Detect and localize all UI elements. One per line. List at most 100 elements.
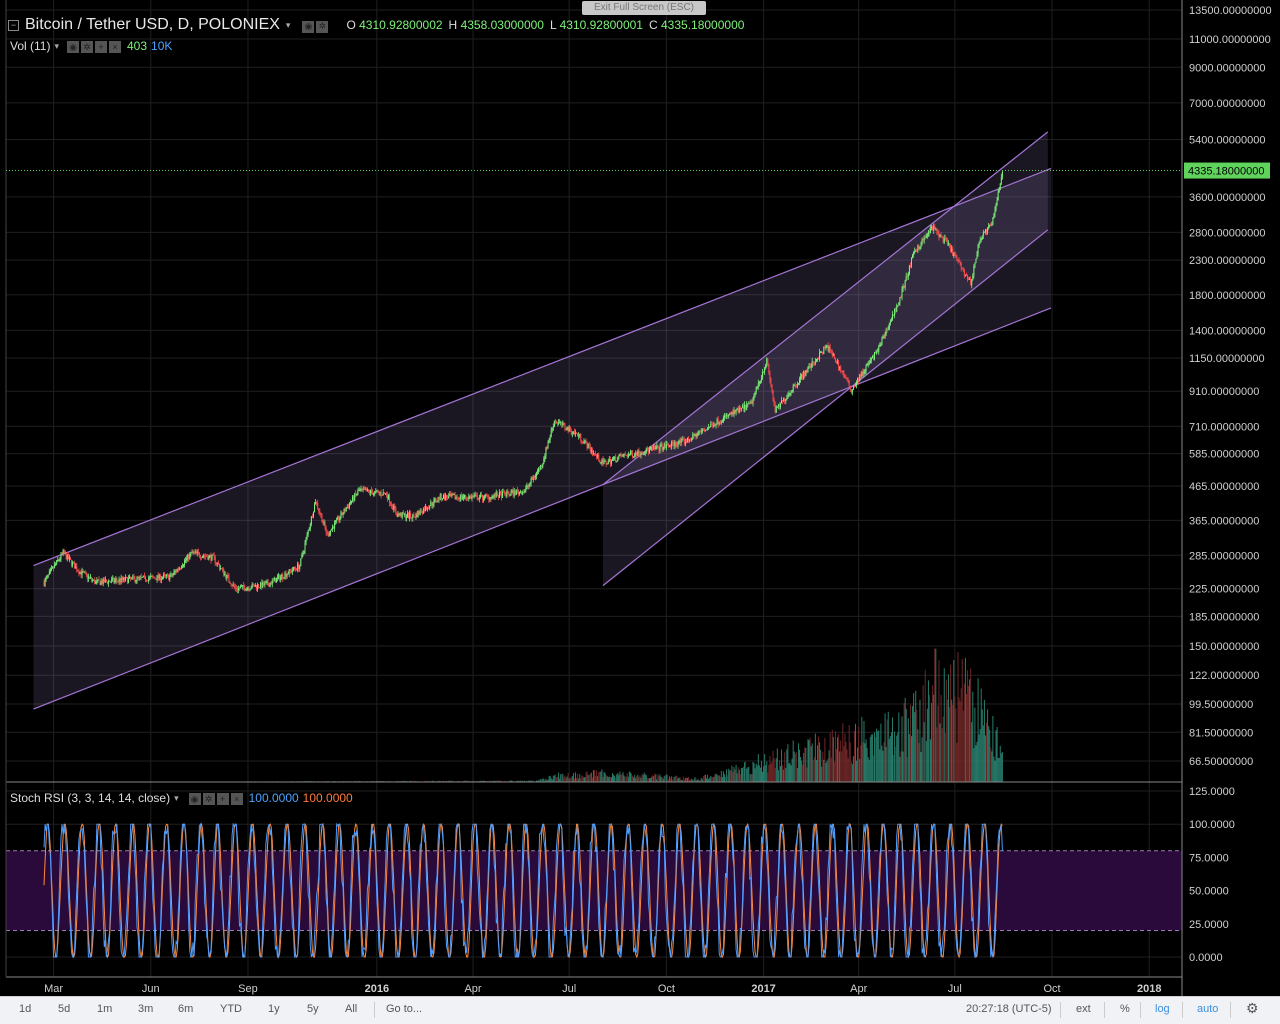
eye-icon[interactable]: ◉ <box>302 20 315 33</box>
range-5d-button[interactable]: 5d <box>58 1003 71 1015</box>
candle-body <box>383 492 385 494</box>
candle-body <box>983 231 985 233</box>
stoch-band-fill <box>6 850 1182 931</box>
candle-body <box>823 347 825 354</box>
plus-icon[interactable]: + <box>216 792 229 805</box>
candle-body <box>117 580 119 582</box>
bottom-toolbar: 1d 5d 1m 3m 6m YTD 1y 5y All Go to... 20… <box>0 996 1280 1024</box>
candle-body <box>599 461 601 463</box>
volume-bar <box>516 780 518 782</box>
candle-body <box>181 566 183 568</box>
candle-body <box>509 494 511 496</box>
candle-body <box>890 320 892 322</box>
close-icon[interactable]: × <box>109 40 121 53</box>
eye-icon[interactable]: ◉ <box>67 41 79 54</box>
volume-bar <box>633 777 635 782</box>
price-tick-label: 585.00000000 <box>1189 449 1259 461</box>
volume-bar <box>844 733 846 782</box>
range-6m-button[interactable]: 6m <box>178 1003 194 1015</box>
candle-body <box>197 551 199 553</box>
gear-icon[interactable]: ✲ <box>202 793 215 806</box>
candle-body <box>610 460 612 464</box>
range-5y-button[interactable]: 5y <box>307 1003 319 1015</box>
range-3m-button[interactable]: 3m <box>138 1003 154 1015</box>
candle-body <box>852 385 854 390</box>
volume-label[interactable]: Vol (11) <box>10 39 51 53</box>
chevron-down-icon[interactable]: ▾ <box>174 792 179 803</box>
gear-icon[interactable]: ✲ <box>316 20 329 33</box>
volume-bar <box>730 770 732 782</box>
eye-icon[interactable]: ◉ <box>188 793 201 806</box>
volume-bar <box>886 719 888 782</box>
candle-body <box>716 419 718 424</box>
range-1m-button[interactable]: 1m <box>97 1003 113 1015</box>
volume-bar <box>870 734 872 782</box>
candle-body <box>336 518 338 521</box>
candle-body <box>861 371 863 377</box>
candle-body <box>51 567 53 569</box>
range-ytd-button[interactable]: YTD <box>220 1003 242 1015</box>
auto-scale-toggle[interactable]: auto <box>1197 1003 1219 1015</box>
candle-body <box>497 496 499 498</box>
candle-body <box>176 569 178 572</box>
collapse-icon[interactable]: − <box>8 19 19 31</box>
volume-bar <box>693 779 695 782</box>
gear-icon[interactable]: ⚙ <box>1246 1000 1259 1016</box>
range-all-button[interactable]: All <box>345 1003 358 1015</box>
plus-icon[interactable]: + <box>95 40 107 53</box>
candle-body <box>91 577 93 581</box>
price-tick-label: 2300.00000000 <box>1189 255 1265 267</box>
gear-icon[interactable]: ✲ <box>81 41 93 54</box>
percent-scale-toggle[interactable]: % <box>1120 1003 1130 1015</box>
candle-body <box>426 506 428 510</box>
candle-body <box>341 512 343 516</box>
volume-bar <box>901 716 903 782</box>
volume-bar <box>964 657 966 782</box>
volume-bar <box>911 736 913 782</box>
candle-body <box>720 422 722 424</box>
candle-body <box>719 422 721 424</box>
candle-body <box>665 444 667 449</box>
volume-bar <box>504 780 506 782</box>
range-1y-button[interactable]: 1y <box>268 1003 280 1015</box>
candle-body <box>596 454 598 457</box>
volume-bar <box>931 702 933 782</box>
goto-button[interactable]: Go to... <box>386 1003 423 1015</box>
chart-area[interactable]: 4335.18000000 13500.0000000011000.000000… <box>0 0 1280 996</box>
price-tick-label: 910.00000000 <box>1189 386 1259 398</box>
chevron-down-icon[interactable]: ▾ <box>54 40 59 51</box>
low-value: 4310.92800001 <box>559 18 643 32</box>
candle-body <box>796 383 798 387</box>
log-scale-toggle[interactable]: log <box>1155 1003 1170 1015</box>
stoch-label[interactable]: Stoch RSI (3, 3, 14, 14, close) <box>10 791 171 805</box>
candle-body <box>356 494 358 495</box>
candle-body <box>464 495 466 498</box>
candle-body <box>81 570 83 575</box>
exit-fullscreen-button[interactable]: Exit Full Screen (ESC) <box>582 1 706 15</box>
candle-body <box>66 554 68 560</box>
candle-body <box>367 489 369 491</box>
candle-body <box>236 589 238 591</box>
candle-body <box>320 513 322 515</box>
volume-bar <box>853 730 855 782</box>
range-1d-button[interactable]: 1d <box>19 1003 32 1015</box>
close-icon[interactable]: × <box>230 792 243 805</box>
extended-hours-toggle[interactable]: ext <box>1076 1003 1091 1015</box>
volume-bar <box>627 776 629 782</box>
candle-body <box>344 508 346 512</box>
divider <box>1182 1002 1183 1018</box>
candle-body <box>128 578 130 583</box>
volume-bar <box>768 764 770 782</box>
symbol-title[interactable]: Bitcoin / Tether USD, D, POLONIEX <box>25 16 280 33</box>
candle-body <box>632 453 634 457</box>
volume-bar <box>777 770 779 782</box>
volume-bar <box>884 713 886 782</box>
candle-body <box>898 302 900 306</box>
volume-bar <box>831 729 833 782</box>
volume-bar <box>451 780 453 782</box>
volume-bar <box>750 773 752 782</box>
candle-body <box>754 391 756 395</box>
chevron-down-icon[interactable]: ▾ <box>285 19 291 30</box>
stoch-tick-label: 25.0000 <box>1189 919 1229 931</box>
candle-body <box>704 429 706 431</box>
